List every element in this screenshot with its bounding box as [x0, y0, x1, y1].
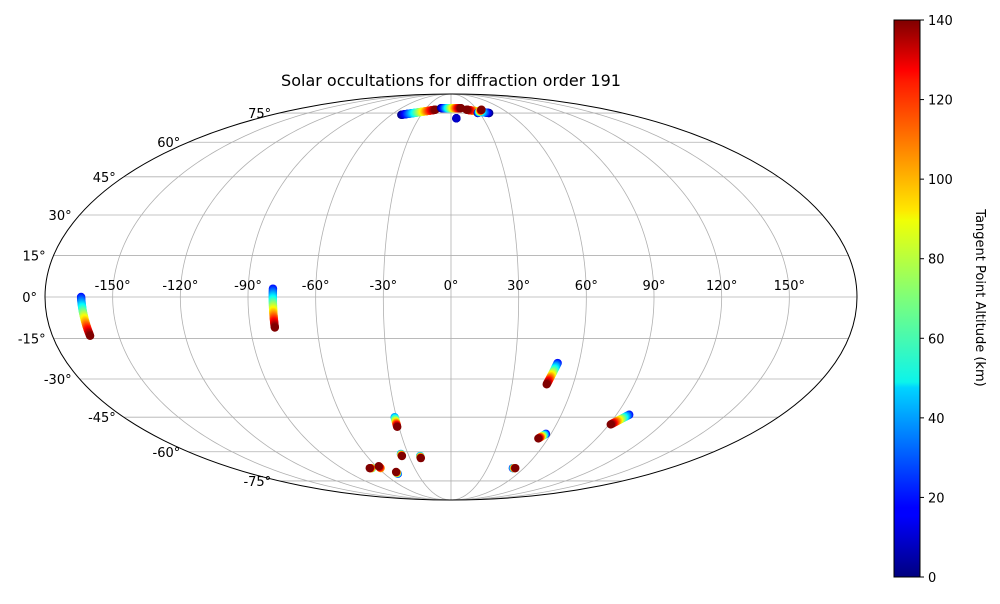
longitude-gridline — [179, 94, 452, 500]
longitude-tick-label: 0° — [444, 279, 459, 294]
occultation-point — [397, 451, 407, 461]
longitude-tick-label: -120° — [162, 279, 198, 294]
longitude-tick-label: 150° — [774, 279, 805, 294]
latitude-tick-label: -60° — [153, 446, 181, 461]
occultation-point — [270, 323, 280, 332]
colorbar: 0 20 40 60 80 100 120 140 Tangent Point Altitud… — [893, 14, 987, 586]
colorbar-tick-label: 0 — [928, 571, 936, 586]
colorbar-label: Tangent Point Altitude (km) — [972, 208, 987, 386]
colorbar-tick-label: 80 — [928, 253, 945, 268]
occultation-point — [542, 380, 551, 389]
occultation-point — [365, 463, 374, 473]
longitude-tick-label: -150° — [95, 279, 131, 294]
longitude-tick-labels: -150° -120° -90° -60° -30° 0° 30° 60° 90° 120° 150… — [95, 279, 805, 294]
longitude-gridline — [450, 94, 520, 500]
latitude-tick-label: 30° — [49, 209, 72, 224]
longitude-tick-label: -60° — [302, 279, 330, 294]
occultation-point — [85, 331, 95, 341]
longitude-tick-label: 120° — [706, 279, 737, 294]
longitude-gridline — [450, 94, 723, 500]
occultation-point — [511, 463, 520, 473]
latitude-tick-labels: -75° -60° -45° -30° -15° 0° 15° 30° 45° 60° 75° — [18, 107, 271, 490]
longitude-tick-label: -30° — [369, 279, 397, 294]
occultation-point — [452, 114, 461, 123]
occultation-point — [393, 422, 402, 432]
longitude-gridline — [450, 94, 587, 500]
longitude-tick-label: -90° — [234, 279, 262, 294]
latitude-tick-label: 15° — [23, 249, 46, 264]
latitude-tick-label: 45° — [93, 171, 116, 186]
longitude-gridline — [315, 94, 452, 500]
longitude-tick-label: 30° — [507, 279, 530, 294]
occultation-points — [76, 103, 634, 479]
latitude-tick-label: -30° — [44, 373, 72, 388]
colorbar-tick-label: 40 — [928, 412, 945, 427]
colorbar-tick-label: 120 — [928, 94, 953, 109]
longitude-tick-label: 90° — [642, 279, 665, 294]
longitude-gridline — [247, 94, 452, 500]
occultation-point — [606, 420, 615, 429]
latitude-tick-label: 0° — [22, 291, 37, 306]
longitude-tick-label: 60° — [575, 279, 598, 294]
longitude-gridline — [382, 94, 452, 500]
latitude-tick-label: -45° — [88, 411, 116, 426]
colorbar-ticks: 0 20 40 60 80 100 120 140 — [920, 14, 953, 586]
occultation-point — [534, 434, 543, 443]
occultation-point — [374, 462, 383, 471]
occultation-point — [416, 453, 426, 463]
latitude-tick-label: 60° — [157, 136, 180, 151]
graticule-grid — [45, 94, 857, 500]
colorbar-tick-label: 100 — [928, 173, 953, 188]
occultation-point — [391, 467, 401, 477]
map-boundary — [44, 93, 858, 501]
colorbar-gradient — [893, 19, 921, 578]
latitude-tick-label: 75° — [248, 107, 271, 122]
colorbar-tick-label: 60 — [928, 332, 945, 347]
latitude-tick-label: -75° — [243, 475, 271, 490]
longitude-gridline — [112, 94, 452, 500]
colorbar-tick-label: 20 — [928, 491, 945, 506]
longitude-gridline — [450, 94, 790, 500]
occultation-point — [477, 105, 486, 114]
colorbar-tick-label: 140 — [928, 14, 953, 29]
latitude-tick-label: -15° — [18, 333, 46, 348]
occultation-point — [462, 105, 471, 114]
longitude-gridline — [450, 94, 655, 500]
chart-title: Solar occultations for diffraction order… — [281, 71, 621, 90]
